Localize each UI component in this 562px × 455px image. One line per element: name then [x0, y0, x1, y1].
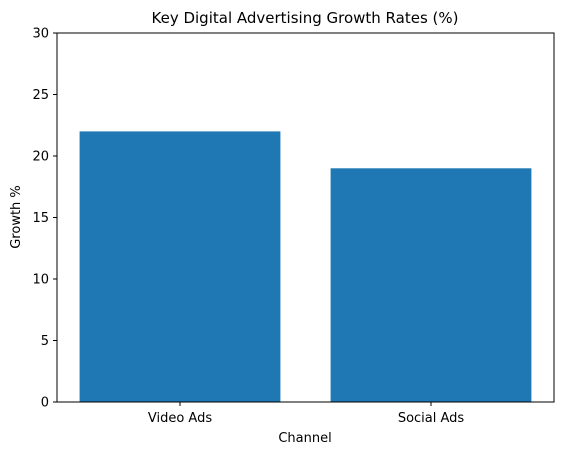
- y-tick-label: 10: [32, 273, 49, 288]
- y-tick-label: 20: [32, 150, 49, 165]
- chart-title: Key Digital Advertising Growth Rates (%): [152, 9, 459, 27]
- y-tick-label: 25: [32, 88, 49, 103]
- y-tick-label: 5: [41, 334, 49, 349]
- x-axis-label: Channel: [278, 431, 331, 446]
- x-tick-label: Video Ads: [148, 411, 212, 426]
- y-tick-label: 15: [32, 211, 49, 226]
- bar-video-ads: [79, 131, 281, 402]
- plot-frame: [56, 32, 555, 403]
- x-axis: Video Ads Social Ads: [148, 402, 465, 426]
- x-tick-label: Social Ads: [398, 411, 465, 426]
- y-tick-label: 0: [41, 396, 49, 411]
- y-tick-label: 30: [32, 27, 49, 42]
- y-axis-label: Growth %: [9, 185, 24, 249]
- bar-social-ads: [330, 168, 532, 402]
- y-axis: 0 5 10 15 20 25 30: [32, 27, 57, 411]
- plot-area: [79, 131, 532, 402]
